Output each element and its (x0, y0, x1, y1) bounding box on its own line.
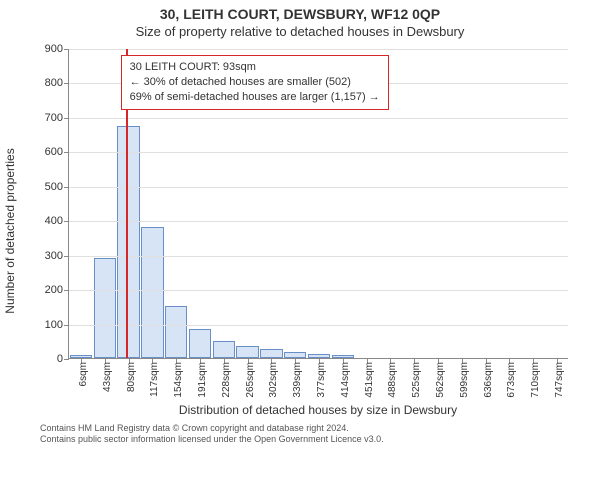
x-tick-label: 710sqm (530, 358, 541, 398)
x-tick-label: 191sqm (197, 358, 208, 398)
x-tick-label: 339sqm (292, 358, 303, 398)
x-tick-label: 154sqm (173, 358, 184, 398)
histogram-bar (213, 341, 235, 358)
y-tick-label: 800 (45, 77, 69, 89)
info-box-line: ← 30% of detached houses are smaller (50… (130, 75, 380, 90)
x-axis-label: Distribution of detached houses by size … (68, 403, 568, 417)
footer-line-2: Contains public sector information licen… (40, 434, 600, 445)
grid-line (69, 256, 568, 257)
info-box: 30 LEITH COURT: 93sqm← 30% of detached h… (121, 55, 389, 110)
histogram-bar (236, 346, 258, 358)
plot-area: 01002003004005006007008009006sqm43sqm80s… (68, 49, 568, 359)
x-tick-label: 451sqm (364, 358, 375, 398)
histogram-bar (189, 329, 211, 358)
chart-container: Number of detached properties 0100200300… (20, 41, 580, 421)
y-tick-label: 600 (45, 146, 69, 158)
x-tick-label: 414sqm (340, 358, 351, 398)
y-tick-label: 700 (45, 112, 69, 124)
histogram-bar (94, 258, 116, 358)
info-box-line: 69% of semi-detached houses are larger (… (130, 90, 380, 105)
histogram-bar (141, 227, 163, 358)
y-tick-label: 100 (45, 319, 69, 331)
page-subtitle: Size of property relative to detached ho… (0, 22, 600, 41)
x-tick-label: 43sqm (102, 358, 113, 392)
grid-line (69, 187, 568, 188)
grid-line (69, 49, 568, 50)
grid-line (69, 152, 568, 153)
x-tick-label: 228sqm (221, 358, 232, 398)
page-title: 30, LEITH COURT, DEWSBURY, WF12 0QP (0, 0, 600, 22)
x-tick-label: 377sqm (316, 358, 327, 398)
grid-line (69, 221, 568, 222)
x-tick-label: 525sqm (411, 358, 422, 398)
footer-line-1: Contains HM Land Registry data © Crown c… (40, 423, 600, 434)
y-tick-label: 0 (57, 353, 69, 365)
info-box-line: 30 LEITH COURT: 93sqm (130, 60, 380, 75)
x-tick-label: 80sqm (126, 358, 137, 392)
x-tick-label: 302sqm (268, 358, 279, 398)
histogram-bar (117, 126, 139, 359)
x-tick-label: 265sqm (245, 358, 256, 398)
y-tick-label: 300 (45, 250, 69, 262)
grid-line (69, 290, 568, 291)
y-tick-label: 200 (45, 284, 69, 296)
x-tick-label: 599sqm (459, 358, 470, 398)
y-tick-label: 900 (45, 43, 69, 55)
x-tick-label: 6sqm (78, 358, 89, 386)
x-tick-label: 117sqm (149, 358, 160, 397)
x-tick-label: 747sqm (554, 358, 565, 398)
y-tick-label: 400 (45, 215, 69, 227)
y-tick-label: 500 (45, 181, 69, 193)
grid-line (69, 118, 568, 119)
histogram-bar (260, 349, 282, 358)
histogram-bar (165, 306, 187, 358)
x-tick-label: 488sqm (387, 358, 398, 398)
y-axis-label: Number of detached properties (3, 148, 17, 313)
footer-attribution: Contains HM Land Registry data © Crown c… (0, 421, 600, 445)
grid-line (69, 325, 568, 326)
x-tick-label: 673sqm (506, 358, 517, 398)
x-tick-label: 636sqm (483, 358, 494, 398)
x-tick-label: 562sqm (435, 358, 446, 398)
